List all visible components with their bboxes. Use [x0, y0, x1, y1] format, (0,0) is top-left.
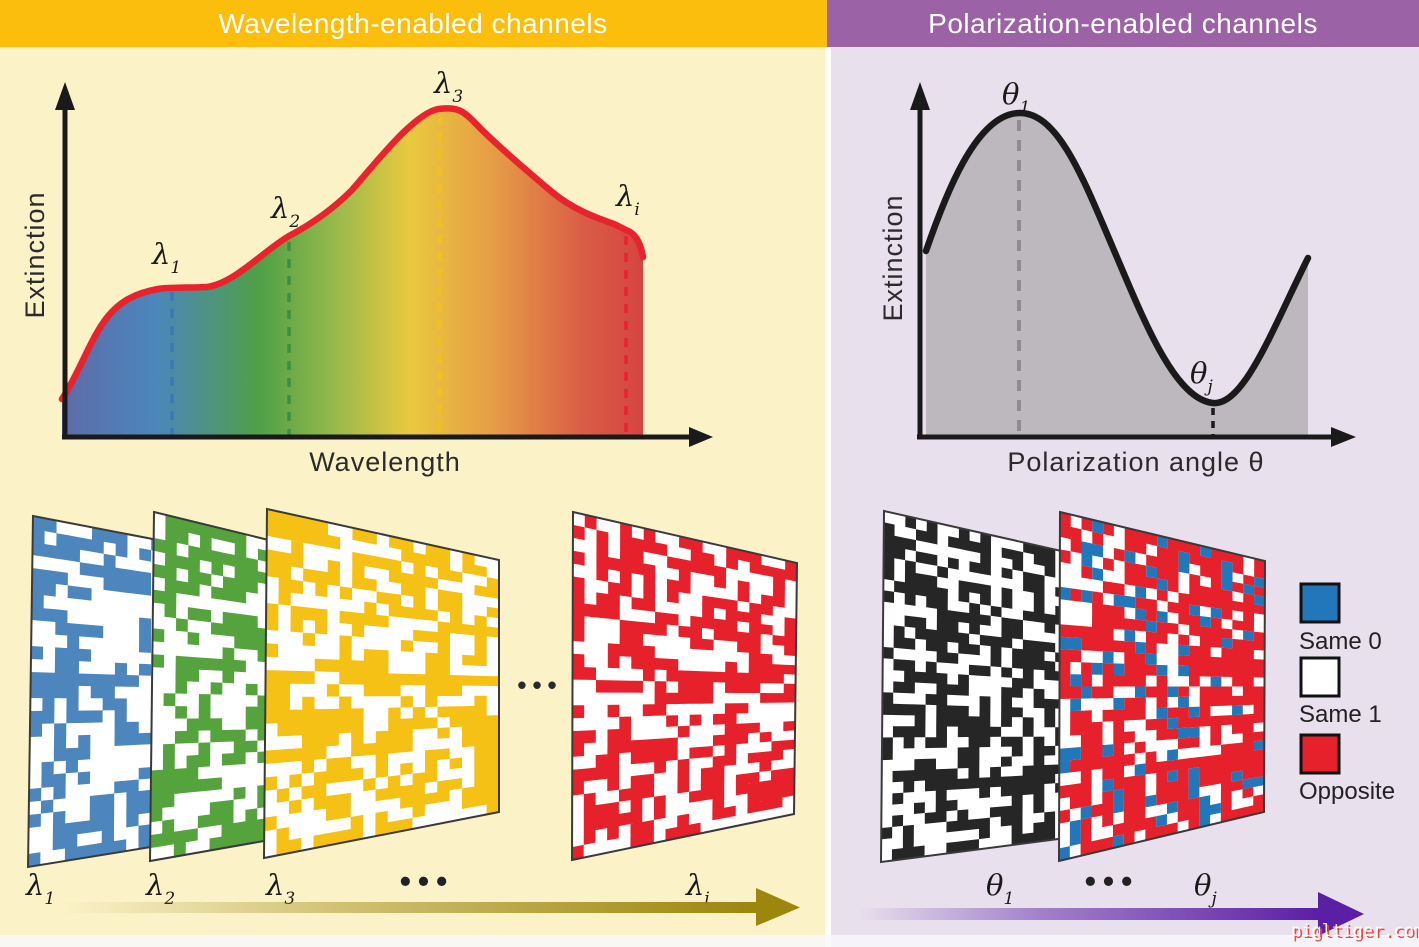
polarization-area-fill — [926, 112, 1308, 438]
polarization-flow-arrow — [858, 892, 1364, 936]
lambda3-stack-label: λ3 — [265, 868, 295, 909]
wavelength-flow-arrow — [62, 888, 800, 926]
lambdai-stack-label: λi — [685, 868, 710, 909]
right-ylabel: Extinction — [878, 194, 908, 321]
lambda1-chart-label: λ1 — [151, 237, 181, 278]
lambdai-pixel-panel — [570, 510, 799, 862]
right-xlabel: Polarization angle θ — [1007, 447, 1264, 477]
wavelength-chart: Extinction Wavelength λ1 λ2 λ3 λi — [20, 66, 713, 477]
thetaj-pixel-panel — [1057, 510, 1267, 863]
lambda1-pixel-panel — [26, 514, 164, 869]
lambdai-chart-label: λi — [615, 179, 640, 220]
lambda3-pixel-panel — [262, 507, 500, 860]
wavelength-arrowhead — [756, 888, 800, 926]
ellipsis-dots-bottom-left: ••• — [400, 863, 455, 899]
wavelength-stack-labels: λ1 λ2 λ3 ••• λi — [25, 863, 710, 909]
lambda2-stack-label: λ2 — [145, 868, 175, 909]
watermark-shadow: pigltiger.com — [1293, 923, 1419, 943]
polarization-arrowhead — [1318, 892, 1364, 936]
lambda2-pixel-panel — [148, 510, 282, 863]
right-y-axis-arrowhead — [910, 82, 930, 110]
polarization-stack-labels: θ1 ••• θj — [986, 863, 1217, 909]
lambda1-stack-label: λ1 — [25, 868, 55, 909]
left-y-axis-arrowhead — [55, 82, 75, 110]
legend-swatch-same1 — [1299, 656, 1341, 698]
wavelength-curve — [58, 105, 647, 403]
thetaj-stack-label: θj — [1194, 868, 1217, 909]
legend-label-same1: Same 1 — [1299, 701, 1382, 728]
theta1-pixel-panel — [879, 509, 1067, 864]
left-ylabel: Extinction — [20, 191, 50, 318]
lambda2-chart-label: λ2 — [270, 191, 300, 232]
ellipsis-dots-mid-left: ••• — [517, 670, 562, 700]
ellipsis-dots-bottom-right: ••• — [1085, 863, 1140, 899]
wavelength-channel-panels — [26, 507, 799, 869]
bottom-strip — [0, 935, 1419, 947]
polarization-curve — [922, 109, 1312, 407]
left-x-axis-arrowhead — [689, 427, 713, 447]
legend-label-opposite: Opposite — [1299, 778, 1395, 805]
legend-label-same0: Same 0 — [1299, 628, 1382, 655]
right-banner-title: Polarization-enabled channels — [928, 8, 1318, 39]
legend-swatch-same0 — [1299, 582, 1341, 624]
thetaj-chart-label: θj — [1190, 356, 1213, 397]
theta1-stack-label: θ1 — [986, 868, 1014, 909]
right-x-axis-arrowhead — [1331, 427, 1356, 447]
legend: Same 0 Same 1 Opposite — [1299, 582, 1395, 805]
right-banner — [827, 0, 1419, 47]
left-banner — [0, 0, 827, 47]
wavelength-area-fill — [62, 108, 643, 437]
lambda3-chart-label: λ3 — [433, 66, 463, 107]
theta1-chart-label: θ1 — [1002, 77, 1030, 118]
left-xlabel: Wavelength — [309, 447, 461, 477]
section-divider — [825, 47, 831, 935]
polarization-chart: Extinction Polarization angle θ θ1 θj — [878, 77, 1356, 477]
watermark: pigltiger.com pigltiger.com — [1291, 921, 1419, 943]
polarization-channel-panels — [879, 509, 1267, 864]
left-banner-title: Wavelength-enabled channels — [218, 8, 607, 39]
legend-swatch-opposite — [1299, 733, 1341, 775]
watermark-text: pigltiger.com — [1291, 921, 1419, 941]
